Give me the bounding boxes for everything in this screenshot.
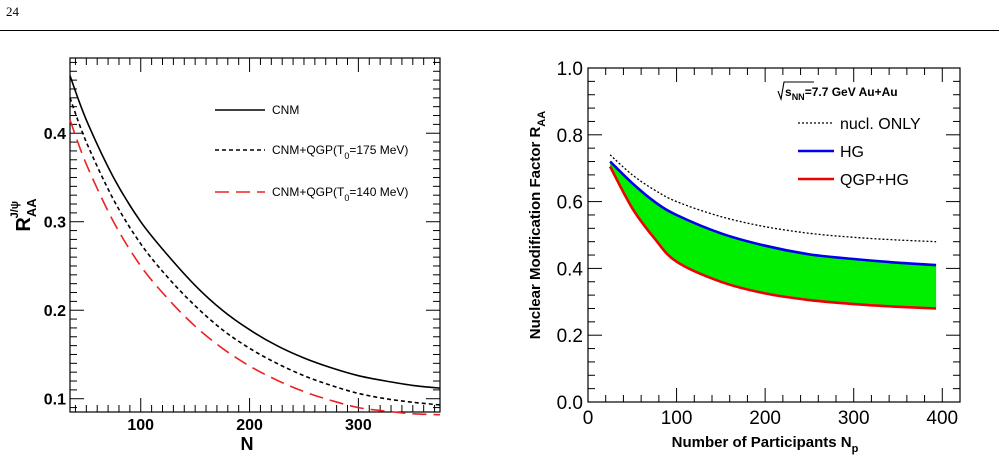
x-axis-label: N <box>241 434 254 454</box>
series-line-3 <box>608 165 937 310</box>
sqrt-symbol <box>777 81 814 102</box>
y-axis-label-sub: AA <box>24 198 39 217</box>
y-axis-label-sup: J/ψ <box>9 201 21 218</box>
y-axis-label-main: R <box>13 217 35 232</box>
x-tick-label: 300 <box>345 417 372 434</box>
series-line-1 <box>609 154 937 243</box>
x-tick-label: 200 <box>749 408 781 429</box>
y-tick-label: 0.4 <box>44 126 66 143</box>
y-tick-label: 0.8 <box>557 126 583 147</box>
y-axis-label: RAAJ/ψ <box>9 198 39 232</box>
y-tick-label: 1.0 <box>557 59 583 80</box>
series-line-2 <box>69 97 441 406</box>
left-chart: 100 200 300 0.1 0.2 0.3 0.4 RAAJ/ψ N CNM CNM+QGP(T… <box>9 57 441 454</box>
header-rule <box>0 30 999 31</box>
x-tick-label: 200 <box>236 417 263 434</box>
band-fill <box>610 161 937 309</box>
energy-annotation: sNN=7.7 GeV Au+Au <box>785 85 898 102</box>
y-tick-label: 0.2 <box>557 326 583 347</box>
x-axis-label: Number of Participants Np <box>672 434 859 455</box>
y-tick-label: 0.2 <box>44 303 66 320</box>
legend-label-2: HG <box>840 144 864 161</box>
right-chart: 0 100 200 300 400 0.0 0.2 0.4 0.6 0.8 1.0 Number of… <box>527 59 961 455</box>
page-number: 24 <box>6 4 19 19</box>
x-tick-label: 100 <box>127 417 154 434</box>
legend-label-2: CNM+QGP(T0=175 MeV) <box>272 143 408 161</box>
series-line-1 <box>69 75 441 389</box>
y-tick-label: 0.0 <box>557 393 583 414</box>
y-axis-label: Nuclear Modification Factor RAA <box>527 111 548 339</box>
y-tick-label: 0.4 <box>557 259 584 280</box>
x-tick-label: 300 <box>838 408 870 429</box>
legend-label-3: CNM+QGP(T0=140 MeV) <box>272 185 408 203</box>
series-line-3 <box>69 119 441 416</box>
series-line-2 <box>609 160 937 267</box>
plot-frame <box>69 57 441 413</box>
y-tick-label: 0.1 <box>44 392 66 409</box>
legend-label-3: QGP+HG <box>840 172 909 189</box>
y-tick-label: 0.3 <box>44 215 66 232</box>
x-tick-label: 100 <box>661 408 693 429</box>
plot-frame <box>587 67 961 403</box>
y-tick-label: 0.6 <box>557 193 583 214</box>
legend-label-1: nucl. ONLY <box>840 116 921 133</box>
x-tick-label: 0 <box>583 408 594 429</box>
legend-label-1: CNM <box>272 103 299 117</box>
x-tick-label: 400 <box>926 408 958 429</box>
